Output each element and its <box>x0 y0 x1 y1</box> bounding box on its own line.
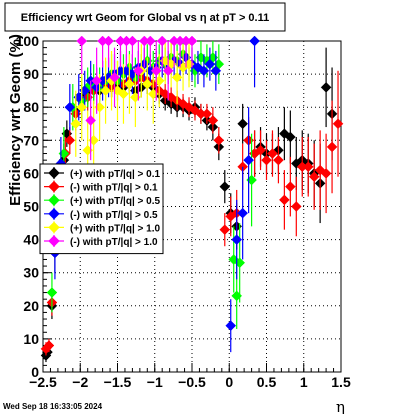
data-point <box>213 134 225 146</box>
data-point <box>162 65 174 77</box>
data-point <box>201 108 213 120</box>
data-point <box>320 168 332 179</box>
data-point <box>91 75 102 87</box>
x-tick-label: −1 <box>147 374 163 390</box>
data-point <box>156 35 168 47</box>
data-point <box>273 154 284 166</box>
data-point <box>320 81 332 93</box>
data-point <box>118 88 129 100</box>
y-tick-label: 60 <box>23 165 39 181</box>
data-point <box>284 131 296 143</box>
legend-entry-label: (-) with pT/|q| > 0.1 <box>70 183 158 194</box>
x-tick-label: −2.5 <box>29 374 57 390</box>
data-point <box>64 101 76 113</box>
legend-marker <box>48 221 60 234</box>
data-point <box>100 85 111 97</box>
data-point <box>284 181 296 192</box>
legend-marker <box>48 180 60 193</box>
y-tick-label: 10 <box>23 331 39 347</box>
legend-marker <box>48 235 60 247</box>
data-point <box>231 234 243 245</box>
y-axis-label: Efficiency wrt Geom (%) <box>7 34 24 206</box>
y-tick-label: 30 <box>23 265 39 281</box>
y-tick-label: 0 <box>31 364 39 380</box>
y-tick-label: 70 <box>23 132 39 148</box>
legend: (+) with pT/|q| > 0.1 (-) with pT/|q| > 0… <box>39 163 164 255</box>
data-point <box>210 65 222 77</box>
data-point <box>204 58 216 70</box>
legend-entry-label: (+) with pT/|q| > 0.5 <box>70 196 160 207</box>
legend-entry-label: (-) with pT/|q| > 1.0 <box>70 237 158 248</box>
legend-entry-label: (+) with pT/|q| > 1.0 <box>70 223 160 234</box>
y-tick-label: 20 <box>23 298 39 314</box>
x-tick-label: 0.5 <box>257 374 277 390</box>
data-point <box>133 65 144 77</box>
legend-entry-label: (+) with pT/|q| > 0.1 <box>70 169 160 180</box>
series-6 <box>76 35 198 161</box>
data-point <box>127 35 138 47</box>
data-point <box>70 118 82 130</box>
data-point <box>255 144 266 156</box>
data-point <box>207 115 219 126</box>
y-tick-label: 50 <box>23 199 39 215</box>
data-point <box>332 118 344 130</box>
timestamp: Wed Sep 18 16:33:05 2024 <box>3 402 103 411</box>
data-point <box>144 35 156 47</box>
data-point <box>219 181 231 192</box>
title-box <box>4 2 286 32</box>
data-point <box>237 118 249 130</box>
data-point <box>326 141 338 153</box>
data-point <box>43 340 55 351</box>
x-tick-label: −2 <box>72 374 88 390</box>
data-point <box>302 161 314 173</box>
x-tick-label: 1.5 <box>331 374 351 390</box>
data-point <box>46 287 58 298</box>
legend-marker <box>48 194 60 206</box>
data-point <box>124 78 135 90</box>
x-axis-label: η <box>336 398 345 414</box>
y-tick-label: 40 <box>23 232 39 248</box>
data-point <box>171 72 183 83</box>
data-point <box>76 35 88 47</box>
legend-marker <box>48 208 60 220</box>
x-tick-label: −1.5 <box>104 374 132 390</box>
x-tick-label: −0.5 <box>178 374 206 390</box>
data-point <box>198 65 210 77</box>
y-tick-label: 100 <box>16 33 40 49</box>
x-tick-label: 0 <box>225 374 233 390</box>
data-point <box>237 207 249 219</box>
legend-marker <box>48 167 60 179</box>
data-point <box>141 78 153 90</box>
data-point <box>186 35 198 47</box>
data-point <box>109 72 120 83</box>
y-tick-label: 90 <box>23 66 39 82</box>
data-point <box>261 154 272 166</box>
data-point <box>219 224 231 236</box>
data-point <box>103 35 114 47</box>
data-point <box>243 154 254 166</box>
legend-entry-label: (-) with pT/|q| > 0.5 <box>70 210 158 221</box>
x-tick-label: 1 <box>300 374 308 390</box>
legend-box <box>39 163 164 255</box>
chart-title: Efficiency wrt Geom for Global vs η at p… <box>21 12 270 24</box>
data-point <box>308 171 320 183</box>
data-point <box>85 115 97 126</box>
data-point <box>150 65 162 77</box>
data-point <box>225 320 237 332</box>
data-point <box>267 148 278 159</box>
data-point <box>290 201 302 212</box>
data-point <box>279 194 290 206</box>
data-point <box>249 35 260 47</box>
data-point <box>76 101 88 113</box>
data-point <box>64 134 76 146</box>
y-tick-label: 80 <box>23 99 39 115</box>
